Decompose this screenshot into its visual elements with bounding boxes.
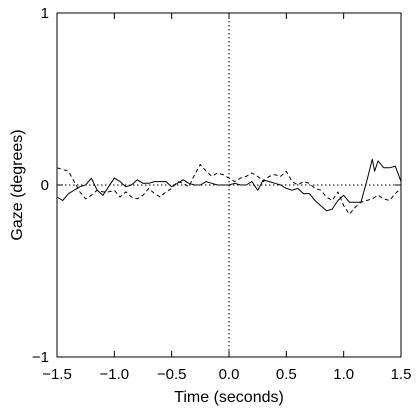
- x-tick-label: 1.5: [391, 366, 412, 383]
- x-tick-label: 0.5: [276, 366, 297, 383]
- y-tick-label: 0: [41, 177, 49, 194]
- x-axis-title: Time (seconds): [174, 389, 284, 406]
- x-tick-label: −1.5: [42, 366, 72, 383]
- y-axis-ticks: −1 0 1: [32, 5, 401, 366]
- x-axis-ticks: −1.5 −1.0 −0.5 0.0 0.5 1.0 1.5: [42, 13, 411, 383]
- x-tick-label: 1.0: [333, 366, 354, 383]
- y-tick-label: −1: [32, 349, 49, 366]
- series-line-1-solid: [56, 158, 402, 212]
- series-line-2-dashed: [56, 163, 402, 215]
- x-tick-label: 0.0: [219, 366, 240, 383]
- x-tick-label: −1.0: [100, 366, 130, 383]
- y-axis-title: Gaze (degrees): [9, 129, 26, 240]
- y-tick-label: 1: [41, 5, 49, 22]
- x-tick-label: −0.5: [157, 366, 187, 383]
- series-layer: [56, 158, 402, 215]
